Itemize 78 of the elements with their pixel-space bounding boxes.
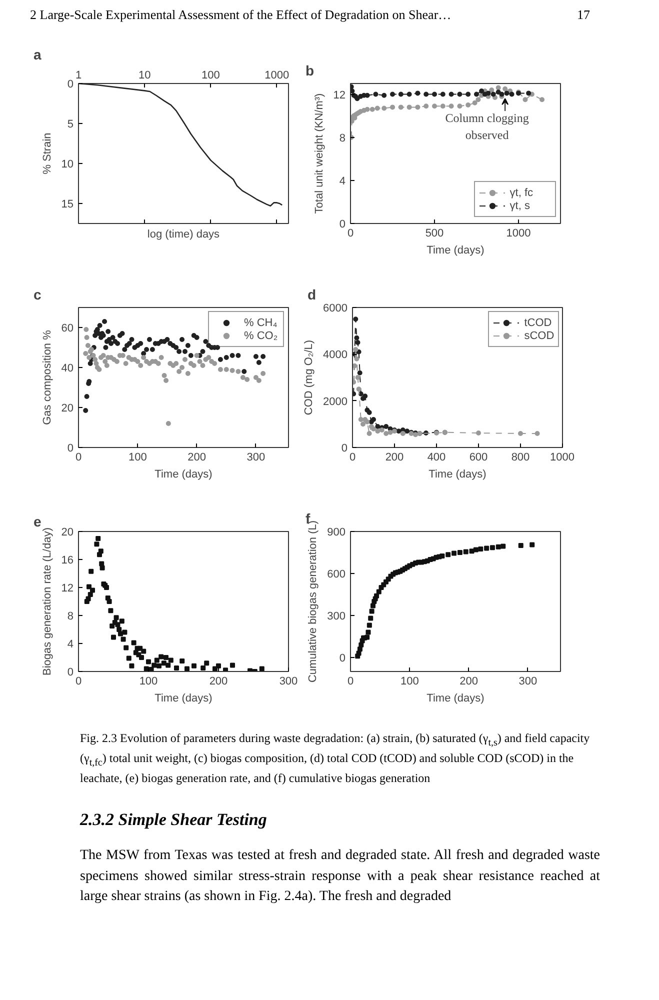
x-axis-title: Time (days) bbox=[428, 468, 486, 480]
y-tick-label: 600 bbox=[327, 568, 346, 580]
x-tick-label: 300 bbox=[246, 452, 266, 464]
x-axis-title: Time (days) bbox=[426, 692, 484, 704]
x-tick-label: 400 bbox=[427, 452, 446, 464]
x-tick-label: 0 bbox=[75, 452, 82, 464]
text: 17 bbox=[577, 6, 590, 24]
x-tick-label: 10 bbox=[138, 70, 151, 82]
x-tick-label: 100 bbox=[202, 70, 220, 82]
y-tick-label: 16 bbox=[61, 554, 74, 566]
x-tick-label: 600 bbox=[469, 452, 488, 464]
chart-title: a bbox=[34, 46, 42, 62]
legend-label: γt, fc bbox=[510, 186, 534, 199]
y-tick-label: 8 bbox=[339, 132, 346, 144]
x-axis-title: Time (days) bbox=[426, 244, 484, 256]
y-tick-label: 0 bbox=[339, 652, 346, 664]
x-tick-label: 100 bbox=[139, 676, 158, 688]
y-tick-label: 8 bbox=[67, 610, 74, 622]
y-tick-label: 4 bbox=[67, 638, 74, 650]
text: 2.3.2 Simple Shear Testing bbox=[80, 808, 268, 831]
x-tick-label: 200 bbox=[209, 676, 228, 688]
x-tick-label: 200 bbox=[385, 452, 404, 464]
text: 2 Large-Scale Experimental Assessment of the Effect of Degradation on Shear… bbox=[30, 6, 452, 24]
y-tick-label: 60 bbox=[61, 322, 74, 334]
legend-label: % CH₄ bbox=[244, 316, 278, 329]
x-tick-label: 1 bbox=[75, 70, 82, 82]
x-tick-label: 0 bbox=[349, 452, 356, 464]
y-tick-label: 0 bbox=[341, 442, 348, 454]
x-tick-label: 300 bbox=[518, 676, 538, 688]
chart-title: d bbox=[308, 286, 316, 302]
x-tick-label: 800 bbox=[511, 452, 530, 464]
y-axis-title: % Strain bbox=[41, 132, 54, 174]
y-axis-title: COD (mg O₂/L) bbox=[303, 340, 316, 416]
y-axis-title: Gas composition % bbox=[41, 330, 54, 425]
text: The MSW from Texas was tested at fresh and degraded state. All fresh and degraded waste specimens showed similar stress-strain response with a peak shear resistance reached at large shear strains (as shown in Fig. 2.4a). The fresh and degraded bbox=[80, 847, 600, 906]
y-tick-label: 0 bbox=[339, 218, 346, 230]
y-tick-label: 4000 bbox=[323, 349, 348, 362]
chart-title: f bbox=[306, 510, 310, 526]
x-tick-label: 100 bbox=[128, 452, 147, 464]
y-axis-title: Total unit weight (KN/m³) bbox=[313, 93, 326, 214]
y-tick-label: 0 bbox=[67, 78, 74, 90]
x-tick-label: 200 bbox=[188, 452, 206, 464]
legend-label: % CO₂ bbox=[244, 329, 279, 342]
y-tick-label: 15 bbox=[61, 198, 74, 210]
chart-title: b bbox=[306, 62, 314, 78]
legend-label: sCOD bbox=[524, 329, 554, 342]
y-tick-label: 900 bbox=[327, 526, 346, 538]
x-tick-label: 300 bbox=[279, 676, 298, 688]
y-axis-title: Biogas generation rate (L/day) bbox=[41, 528, 54, 676]
y-tick-label: 4 bbox=[339, 175, 346, 188]
y-tick-label: 2000 bbox=[323, 396, 348, 408]
x-tick-label: 1000 bbox=[264, 70, 290, 82]
y-tick-label: 12 bbox=[333, 89, 346, 102]
x-axis-title: log (time) days bbox=[147, 228, 220, 240]
annotation: Column clogging observed bbox=[445, 111, 529, 142]
y-tick-label: 300 bbox=[327, 610, 346, 622]
text: Fig. 2.3 Evolution of parameters during waste degradation: (a) strain, (b) saturated (γ$_{t,s}$) and field capacity (γ$_{t,fc}$) total unit weight, (c) biogas composition, (d) total COD (tCOD) and soluble COD (sCOD) in the leachate, (e) biogas generation rate, and (f) cumulative biogas generation bbox=[80, 731, 590, 785]
x-tick-label: 1000 bbox=[506, 228, 531, 240]
legend-label: γt, s bbox=[510, 199, 531, 212]
x-axis-title: Time (days) bbox=[154, 692, 212, 704]
y-tick-label: 6000 bbox=[323, 302, 348, 314]
legend-label: tCOD bbox=[524, 316, 552, 329]
chart-title: e bbox=[34, 514, 42, 530]
y-tick-label: 0 bbox=[67, 442, 74, 454]
x-tick-label: 500 bbox=[425, 228, 444, 240]
y-tick-label: 12 bbox=[61, 582, 74, 594]
x-axis-title: Time (days) bbox=[154, 468, 212, 480]
y-tick-label: 5 bbox=[67, 118, 74, 130]
x-tick-label: 100 bbox=[400, 676, 419, 688]
x-tick-label: 200 bbox=[460, 676, 478, 688]
chart-title: c bbox=[34, 286, 42, 302]
x-tick-label: 0 bbox=[75, 676, 82, 688]
y-tick-label: 0 bbox=[67, 666, 74, 678]
x-tick-label: 1000 bbox=[550, 452, 575, 464]
y-tick-label: 20 bbox=[61, 402, 74, 414]
y-tick-label: 40 bbox=[61, 362, 74, 374]
y-tick-label: 20 bbox=[61, 526, 74, 538]
y-tick-label: 10 bbox=[61, 158, 74, 170]
